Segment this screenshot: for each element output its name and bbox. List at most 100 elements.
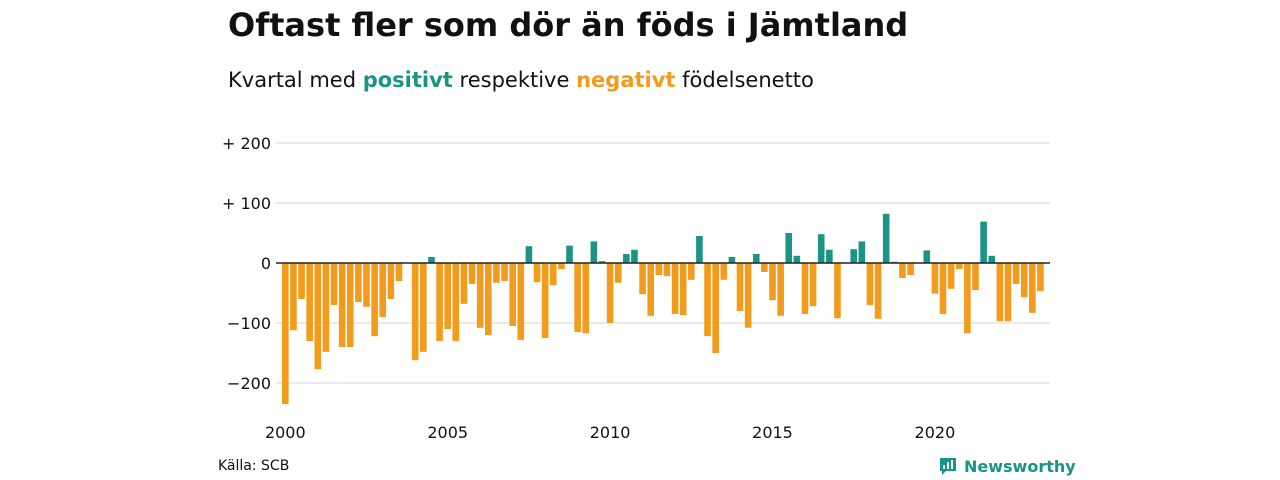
bar-positive xyxy=(850,249,857,263)
bar-negative xyxy=(363,263,370,307)
bar-negative xyxy=(493,263,500,283)
y-tick-label: 0 xyxy=(261,254,271,273)
bar-negative xyxy=(306,263,313,341)
bar-negative xyxy=(761,263,768,272)
bar-negative xyxy=(371,263,378,337)
bar-negative xyxy=(533,263,541,283)
bar-negative xyxy=(809,263,817,307)
bar-negative xyxy=(468,263,476,284)
bar-positive xyxy=(826,249,833,263)
y-tick-label: −100 xyxy=(227,314,271,333)
bar-negative xyxy=(355,263,362,302)
bar-negative xyxy=(549,263,557,286)
bar-positive xyxy=(598,261,606,263)
bar-negative xyxy=(679,263,687,316)
bar-negative xyxy=(720,263,728,280)
bar-negative xyxy=(485,263,492,335)
bar-chart: + 200 + 100 0 −100 −200 2000 2005 2010 2015 2020 xyxy=(222,134,1050,442)
bar-positive xyxy=(817,234,825,263)
y-tick-label: + 100 xyxy=(222,194,271,213)
bar-negative xyxy=(1029,263,1036,313)
bar-negative xyxy=(777,263,784,316)
bar-positive xyxy=(728,257,736,263)
bar-positive xyxy=(631,249,638,263)
bar-negative xyxy=(972,263,979,290)
bar-negative xyxy=(517,263,525,340)
chart-subtitle: Kvartal med positivt respektive negativt… xyxy=(228,68,814,92)
bar-negative xyxy=(509,263,516,326)
bar-positive xyxy=(428,257,435,263)
bar-positive xyxy=(980,221,987,263)
bar-negative xyxy=(899,263,906,278)
bar-negative xyxy=(411,263,419,361)
bar-negative xyxy=(452,263,460,341)
bar-positive xyxy=(696,236,703,263)
bar-negative xyxy=(907,263,914,275)
bar-positive xyxy=(882,213,890,263)
subtitle-middle: respektive xyxy=(459,68,570,92)
bar-negative xyxy=(379,263,387,317)
bar-negative xyxy=(947,263,955,289)
bar-positive xyxy=(988,255,996,263)
bar-negative xyxy=(330,263,338,305)
bar-negative xyxy=(1037,263,1044,292)
bar-negative xyxy=(744,263,752,328)
bar-negative xyxy=(736,263,744,311)
bar-positive xyxy=(566,245,573,263)
bar-negative xyxy=(964,263,971,334)
bar-negative xyxy=(460,263,468,304)
bar-positive xyxy=(525,246,533,263)
bar-negative xyxy=(476,263,484,328)
bar-negative xyxy=(395,263,403,281)
bar-negative xyxy=(338,263,346,347)
bar-positive xyxy=(793,255,801,263)
bar-negative xyxy=(314,263,322,370)
bar-negative xyxy=(436,263,443,341)
bar-negative xyxy=(1004,263,1012,322)
bar-negative xyxy=(647,263,654,316)
bar-negative xyxy=(704,263,711,337)
bar-negative xyxy=(444,263,451,329)
bar-negative xyxy=(387,263,395,299)
bar-negative xyxy=(606,263,614,323)
bar-negative xyxy=(582,263,590,334)
bar-negative xyxy=(655,263,663,275)
bar-negative xyxy=(614,263,622,283)
y-tick-label: + 200 xyxy=(222,134,271,153)
bar-negative xyxy=(866,263,874,305)
bar-negative xyxy=(501,263,508,281)
bar-positive xyxy=(590,241,598,263)
bar-negative xyxy=(663,263,671,277)
bar-negative xyxy=(769,263,776,301)
bar-negative xyxy=(282,263,289,404)
bar-negative xyxy=(558,263,565,269)
chart-title: Oftast fler som dör än föds i Jämtland xyxy=(228,6,909,44)
newsworthy-logo-icon xyxy=(940,458,956,475)
bar-negative xyxy=(420,263,427,352)
bar-negative xyxy=(996,263,1004,322)
bar-negative xyxy=(322,263,330,352)
x-tick-label: 2000 xyxy=(265,423,306,442)
bar-negative xyxy=(939,263,947,314)
bar-negative xyxy=(1020,263,1028,298)
y-tick-label: −200 xyxy=(227,374,271,393)
bar-negative xyxy=(671,263,679,314)
bar-negative xyxy=(639,263,646,295)
brand-name: Newsworthy xyxy=(964,456,1076,476)
bar-positive xyxy=(923,250,931,263)
brand: Newsworthy xyxy=(938,456,1076,476)
bar-negative xyxy=(290,263,297,331)
source-note: Källa: SCB xyxy=(218,458,290,474)
bar-negative xyxy=(346,263,354,347)
subtitle-positive-keyword: positivt xyxy=(362,68,453,92)
x-tick-label: 2005 xyxy=(427,423,468,442)
bar-negative xyxy=(834,263,841,319)
x-tick-label: 2015 xyxy=(752,423,793,442)
bar-negative xyxy=(298,263,305,299)
bar-negative xyxy=(541,263,549,338)
bar-negative xyxy=(931,263,939,294)
bar-negative xyxy=(801,263,809,314)
bar-positive xyxy=(858,241,866,263)
bar-negative xyxy=(712,263,719,353)
subtitle-negative-keyword: negativt xyxy=(576,68,676,92)
